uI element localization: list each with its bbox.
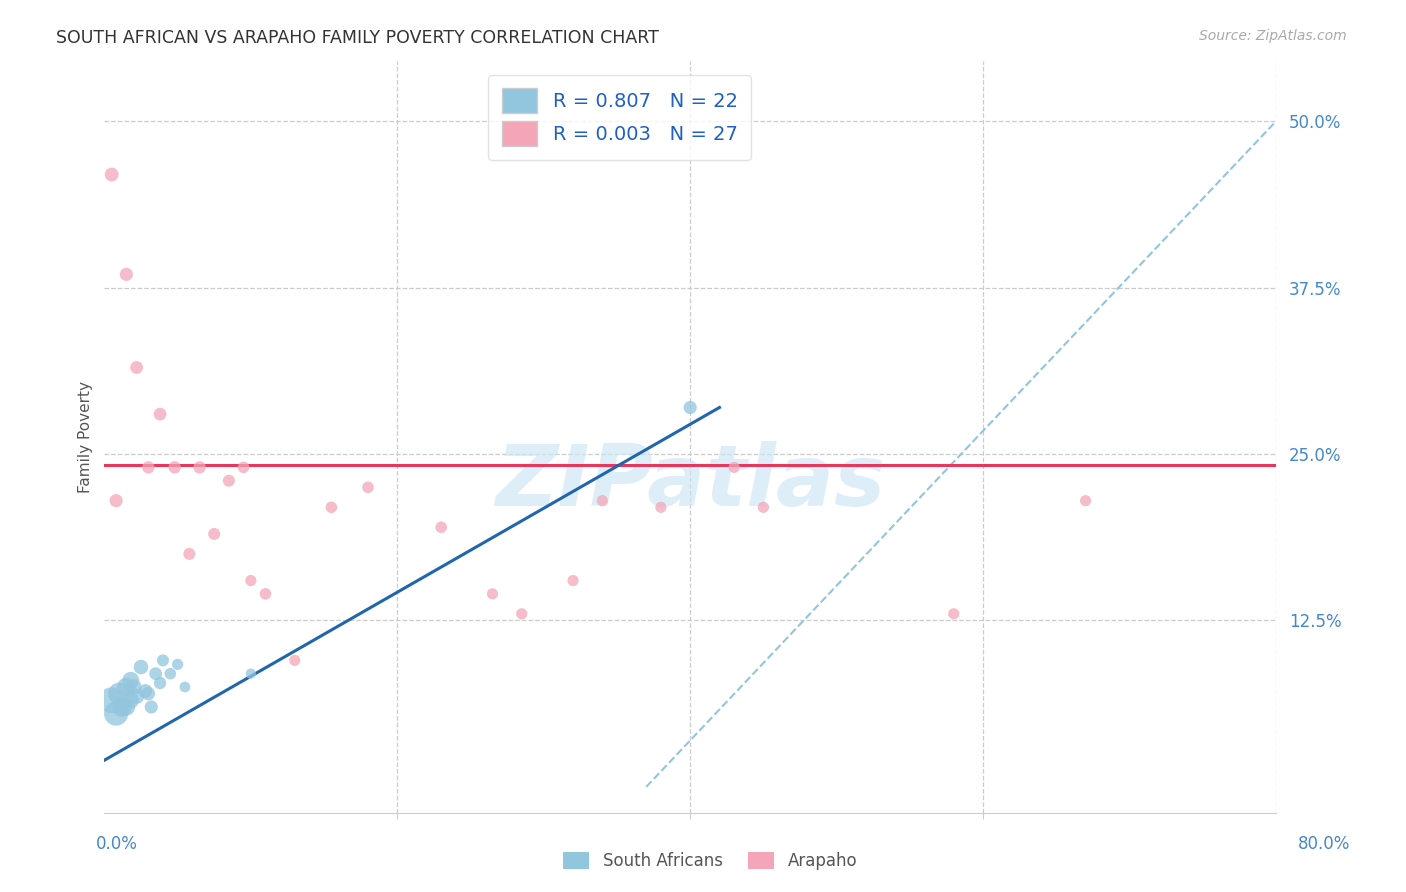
Point: [723, 460, 745, 475]
Point: [115, 268, 138, 282]
Point: [679, 401, 702, 415]
Point: [125, 360, 148, 375]
Point: [159, 666, 181, 681]
Point: [650, 500, 672, 515]
Point: [136, 460, 159, 475]
Point: [591, 493, 613, 508]
Text: ZIPatlas: ZIPatlas: [495, 441, 886, 524]
Point: [430, 520, 453, 534]
Point: [152, 653, 174, 667]
Point: [120, 673, 142, 688]
Point: [100, 693, 122, 707]
Point: [357, 480, 380, 494]
Point: [120, 693, 142, 707]
Y-axis label: Family Poverty: Family Poverty: [79, 382, 93, 493]
Point: [163, 460, 186, 475]
Point: [166, 657, 188, 672]
Point: [105, 706, 128, 721]
Point: [111, 700, 134, 714]
Point: [105, 493, 128, 508]
Point: [122, 680, 145, 694]
Text: 80.0%: 80.0%: [1298, 835, 1351, 853]
Point: [232, 460, 254, 475]
Point: [239, 574, 262, 588]
Point: [149, 676, 172, 690]
Point: [510, 607, 533, 621]
Point: [125, 690, 148, 704]
Point: [134, 684, 156, 698]
Point: [218, 474, 240, 488]
Point: [115, 680, 138, 694]
Point: [284, 653, 307, 667]
Legend: R = 0.807   N = 22, R = 0.003   N = 27: R = 0.807 N = 22, R = 0.003 N = 27: [488, 75, 751, 160]
Point: [145, 666, 167, 681]
Point: [752, 500, 775, 515]
Point: [239, 666, 262, 681]
Text: Source: ZipAtlas.com: Source: ZipAtlas.com: [1199, 29, 1347, 43]
Point: [141, 700, 163, 714]
Point: [321, 500, 343, 515]
Legend: South Africans, Arapaho: South Africans, Arapaho: [555, 845, 865, 877]
Point: [481, 587, 503, 601]
Point: [254, 587, 277, 601]
Point: [202, 527, 225, 541]
Text: 0.0%: 0.0%: [96, 835, 138, 853]
Point: [149, 407, 172, 421]
Point: [129, 660, 152, 674]
Point: [174, 680, 197, 694]
Point: [1074, 493, 1097, 508]
Point: [179, 547, 201, 561]
Point: [942, 607, 965, 621]
Point: [188, 460, 211, 475]
Point: [115, 700, 138, 714]
Point: [562, 574, 585, 588]
Point: [108, 687, 131, 701]
Point: [100, 168, 122, 182]
Text: SOUTH AFRICAN VS ARAPAHO FAMILY POVERTY CORRELATION CHART: SOUTH AFRICAN VS ARAPAHO FAMILY POVERTY …: [56, 29, 659, 46]
Point: [136, 687, 159, 701]
